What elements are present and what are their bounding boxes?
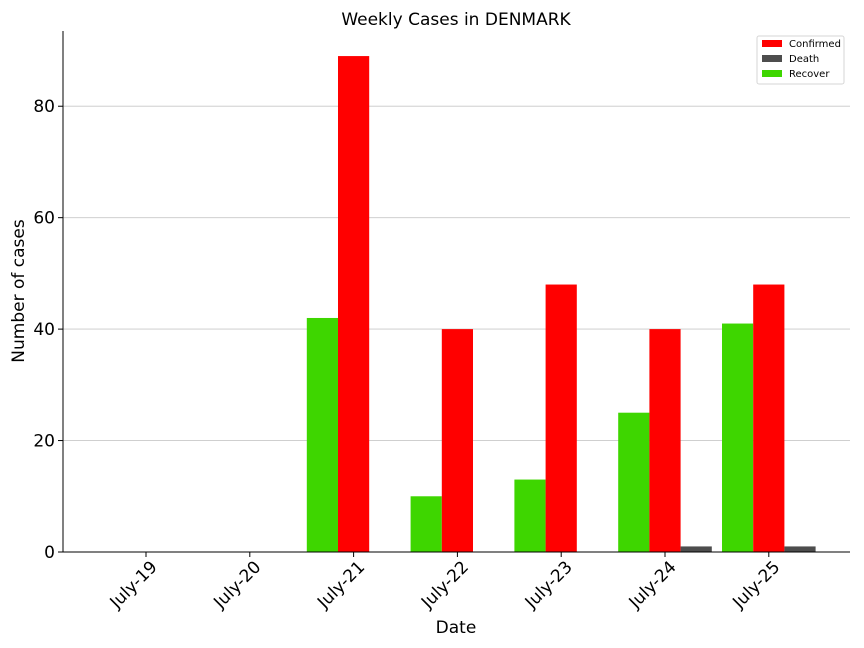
bars	[306, 56, 816, 553]
bar-recover	[618, 412, 650, 552]
bar-death	[680, 546, 712, 552]
y-tick-label: 60	[33, 209, 55, 229]
y-tick-label: 40	[33, 320, 55, 340]
bar-recover	[722, 323, 754, 552]
bar-confirmed	[649, 329, 681, 552]
bar-recover	[306, 317, 338, 552]
y-axis-title: Number of cases	[9, 219, 29, 363]
legend: Confirmed Death Recover	[756, 35, 845, 85]
bar-confirmed	[753, 284, 785, 552]
bar-confirmed	[441, 329, 473, 552]
bar-death	[784, 546, 816, 552]
x-tick-label: July-22	[417, 557, 473, 613]
bar-confirmed	[338, 56, 370, 553]
bar-recover	[514, 479, 546, 552]
legend-swatch-death	[762, 55, 782, 62]
chart-title: Weekly Cases in DENMARK	[341, 10, 571, 30]
bar-confirmed	[545, 284, 577, 552]
y-ticks: 0 20 40 60 80	[33, 97, 63, 563]
legend-label-death: Death	[789, 54, 819, 65]
legend-swatch-recover	[762, 70, 782, 77]
bar-recover	[410, 496, 442, 552]
x-axis-title: Date	[436, 618, 477, 638]
x-tick-label: July-25	[728, 557, 784, 613]
legend-label-recover: Recover	[789, 69, 830, 80]
x-tick-label: July-23	[521, 557, 577, 613]
x-tick-label: July-21	[313, 557, 369, 613]
legend-label-confirmed: Confirmed	[789, 39, 841, 50]
y-tick-label: 0	[44, 543, 55, 563]
y-tick-label: 20	[33, 432, 55, 452]
y-tick-label: 80	[33, 97, 55, 117]
x-tick-label: July-19	[106, 557, 162, 613]
x-ticks: July-19 July-20 July-21 July-22 July-23 July-…	[106, 552, 784, 613]
x-tick-label: July-20	[209, 557, 265, 613]
x-tick-label: July-24	[625, 557, 681, 613]
legend-swatch-confirmed	[762, 40, 782, 47]
